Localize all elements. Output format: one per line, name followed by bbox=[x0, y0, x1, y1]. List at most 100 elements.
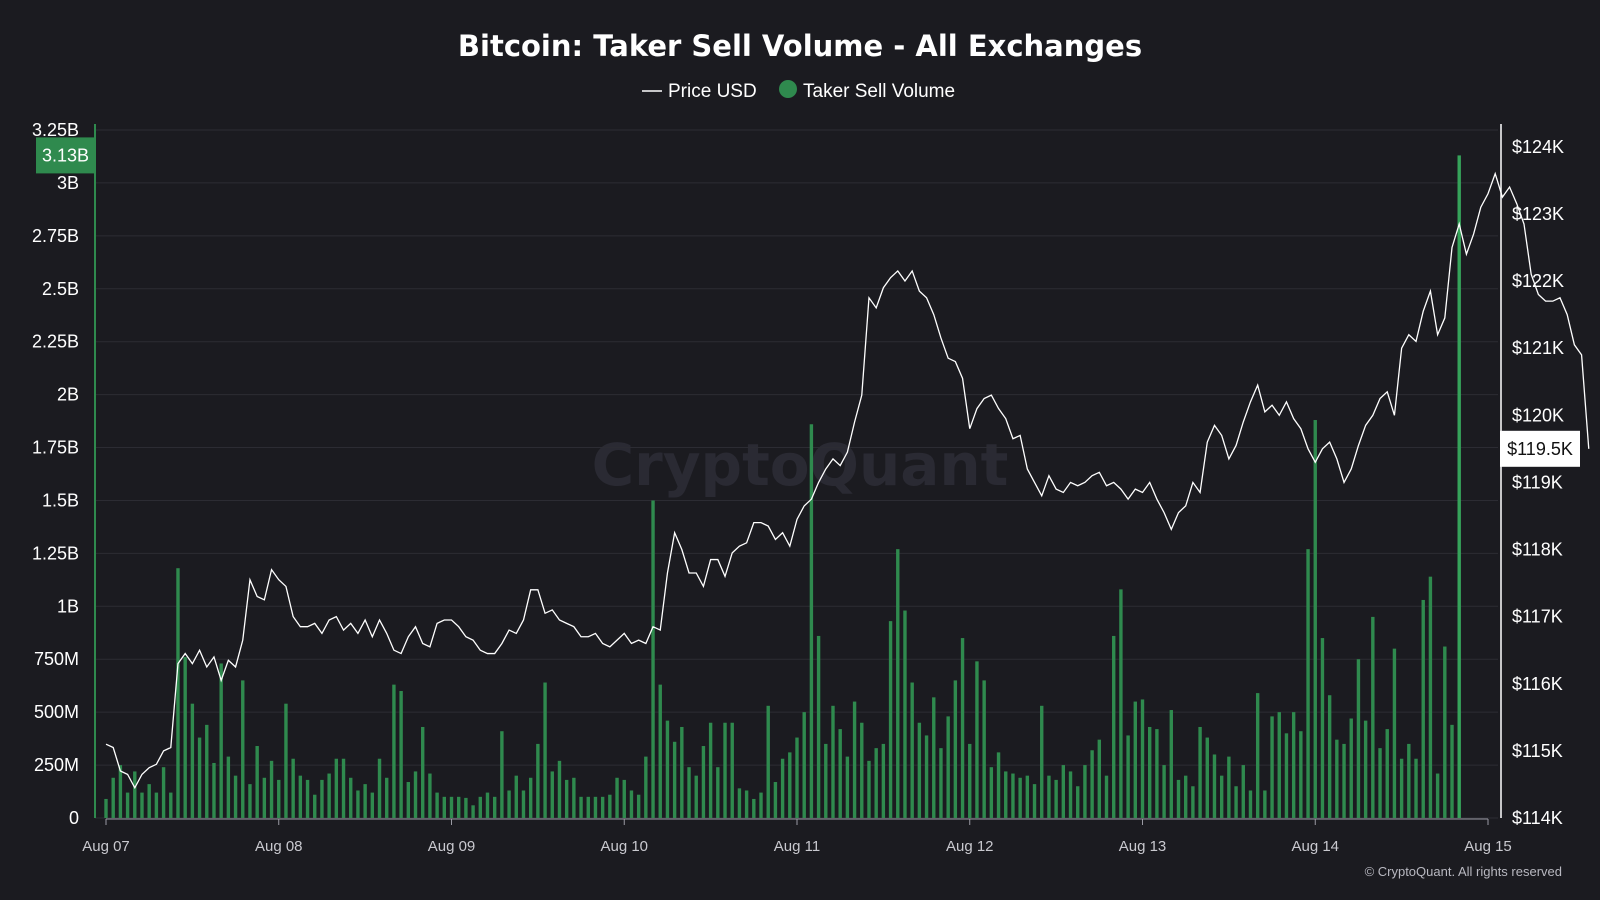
price-highlight-label: $119.5K bbox=[1507, 439, 1573, 459]
legend-volume-swatch bbox=[779, 80, 797, 98]
volume-bar bbox=[248, 784, 252, 818]
volume-bar bbox=[147, 784, 151, 818]
volume-bar bbox=[1119, 589, 1123, 818]
volume-bar bbox=[1327, 695, 1332, 818]
y-right-tick-label: $115K bbox=[1512, 741, 1563, 761]
volume-bar bbox=[1040, 705, 1044, 818]
volume-bar bbox=[968, 743, 972, 818]
volume-bar bbox=[413, 771, 418, 818]
volume-bar bbox=[1090, 750, 1094, 818]
y-right-tick-label: $122K bbox=[1512, 271, 1564, 291]
x-tick-label: Aug 14 bbox=[1291, 838, 1339, 855]
volume-bar bbox=[269, 760, 274, 818]
volume-bar bbox=[543, 682, 547, 818]
y-right-tick-label: $117K bbox=[1512, 607, 1563, 627]
volume-bar bbox=[226, 756, 231, 818]
volume-bar bbox=[212, 762, 216, 818]
volume-bar bbox=[658, 684, 662, 818]
volume-bar bbox=[816, 635, 821, 818]
volume-bar bbox=[896, 549, 900, 818]
volume-bar bbox=[233, 775, 238, 818]
volume-bar bbox=[385, 777, 389, 818]
price-highlight-badge: $119.5K bbox=[1500, 430, 1580, 467]
y-left-tick-label: 250M bbox=[34, 755, 79, 775]
volume-bar bbox=[370, 792, 375, 818]
volume-bar bbox=[449, 796, 454, 818]
y-left-tick-label: 1B bbox=[57, 596, 79, 616]
volume-bar bbox=[1133, 701, 1137, 818]
legend: Price USD Taker Sell Volume bbox=[642, 80, 955, 102]
volume-bar bbox=[492, 796, 497, 818]
volume-bar bbox=[1047, 775, 1051, 818]
volume-bar bbox=[1097, 739, 1102, 818]
volume-bar bbox=[672, 741, 677, 818]
volume-bar bbox=[349, 777, 353, 818]
y-right-tick-label: $114K bbox=[1512, 808, 1563, 828]
volume-bar bbox=[255, 746, 259, 818]
volume-bar bbox=[1392, 648, 1397, 818]
volume-bar bbox=[219, 663, 223, 818]
volume-bar bbox=[169, 792, 173, 818]
volume-highlight-badge: 3.13B bbox=[36, 137, 95, 174]
y-right-tick-label: $116K bbox=[1512, 674, 1563, 694]
volume-bar bbox=[975, 661, 979, 818]
volume-bar bbox=[514, 775, 518, 818]
volume-bar bbox=[205, 724, 209, 818]
volume-bar bbox=[1183, 775, 1188, 818]
y-left-tick-label: 2.25B bbox=[32, 332, 79, 352]
volume-bar bbox=[277, 779, 281, 818]
volume-bar bbox=[334, 758, 339, 818]
volume-bar bbox=[953, 680, 958, 818]
volume-bar bbox=[737, 788, 742, 818]
volume-bar bbox=[888, 621, 893, 818]
volume-bar bbox=[1083, 765, 1087, 818]
volume-bar bbox=[802, 712, 806, 818]
x-ticks: Aug 07 Aug 08 Aug 09 Aug 10 Aug 11 Aug 12 Aug … bbox=[82, 819, 1512, 855]
volume-bar bbox=[1227, 756, 1231, 818]
volume-bar bbox=[557, 760, 562, 818]
volume-bar bbox=[564, 779, 569, 818]
x-tick-label: Aug 12 bbox=[946, 838, 994, 855]
volume-bar bbox=[867, 760, 871, 818]
y-right-ticks: $114K $115K $116K $117K $118K $119K $120K $121K… bbox=[1512, 137, 1564, 828]
volume-bar bbox=[133, 771, 137, 818]
volume-bar bbox=[996, 752, 1001, 818]
volume-bar bbox=[284, 703, 288, 818]
volume-bar bbox=[982, 680, 986, 818]
y-left-ticks: 0 250M 500M 750M 1B 1.25B 1.5B 1.75B 2B 2.25B 2.5B… bbox=[32, 120, 79, 828]
volume-bar bbox=[1169, 710, 1173, 818]
volume-bar bbox=[1032, 784, 1037, 818]
x-tick-label: Aug 09 bbox=[428, 838, 476, 855]
volume-bar bbox=[550, 771, 554, 818]
y-right-tick-label: $121K bbox=[1512, 338, 1564, 358]
volume-bar bbox=[903, 610, 907, 818]
volume-bar bbox=[1018, 777, 1022, 818]
volume-bar bbox=[428, 773, 432, 818]
volume-bar bbox=[1435, 773, 1440, 818]
y-left-tick-label: 0 bbox=[69, 808, 79, 828]
volume-bar bbox=[1241, 765, 1245, 818]
volume-bar bbox=[1349, 718, 1353, 818]
volume-bar bbox=[1054, 779, 1058, 818]
volume-bar bbox=[881, 743, 886, 818]
volume-bar bbox=[636, 794, 641, 818]
volume-bar bbox=[1428, 576, 1433, 818]
volume-bar bbox=[1004, 771, 1008, 818]
price-line bbox=[105, 171, 1590, 790]
volume-bar bbox=[1191, 786, 1195, 818]
volume-bar bbox=[478, 796, 482, 818]
volume-bar bbox=[924, 735, 929, 818]
volume-bar bbox=[1421, 599, 1425, 818]
y-right-tick-label: $120K bbox=[1512, 405, 1564, 425]
volume-bar bbox=[1356, 659, 1361, 818]
volume-bar bbox=[1457, 155, 1461, 818]
volume-bar bbox=[651, 500, 655, 818]
y-left-tick-label: 3.25B bbox=[32, 120, 79, 140]
volume-bar bbox=[1378, 748, 1382, 818]
volume-bar bbox=[1112, 635, 1116, 818]
volume-bar bbox=[500, 731, 504, 818]
volume-bar bbox=[1076, 786, 1080, 818]
volume-bar bbox=[809, 424, 814, 818]
volume-bar bbox=[140, 792, 144, 818]
watermark: CryptoQuant bbox=[592, 431, 1009, 499]
